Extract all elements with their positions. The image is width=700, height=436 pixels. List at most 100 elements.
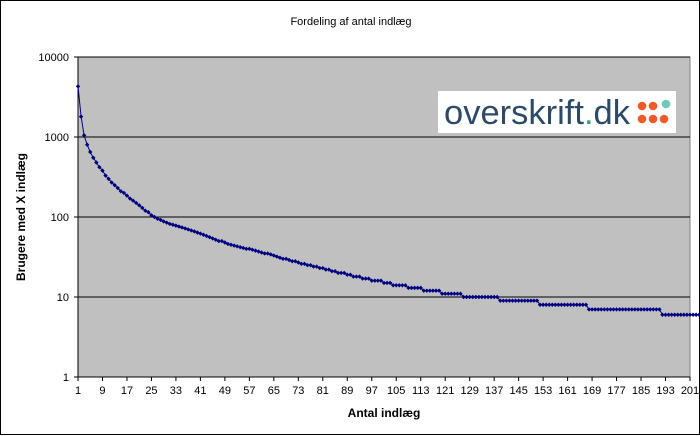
data-point	[192, 229, 197, 234]
data-point	[357, 274, 362, 279]
data-point	[519, 298, 524, 303]
data-point	[329, 269, 335, 274]
data-point	[342, 270, 347, 276]
data-point	[130, 198, 136, 203]
data-point	[537, 302, 543, 307]
data-point	[559, 302, 564, 307]
data-point	[103, 173, 108, 178]
y-tick-label: 1	[63, 372, 69, 384]
data-point	[467, 294, 472, 300]
data-point	[384, 280, 390, 286]
data-point	[351, 274, 356, 279]
x-tick-label: 41	[194, 385, 206, 397]
data-point	[268, 252, 273, 257]
data-point	[592, 307, 598, 312]
overskrift-logo: overskrift.dk	[438, 91, 676, 133]
data-point	[94, 160, 99, 165]
data-point	[228, 242, 234, 247]
data-point	[651, 307, 656, 312]
data-point	[479, 294, 485, 300]
logo-dot-mark	[637, 101, 647, 111]
logo-dot-mark	[659, 114, 669, 124]
x-tick-label: 113	[412, 385, 430, 397]
data-point	[547, 302, 552, 307]
data-point	[149, 213, 154, 218]
data-point	[146, 209, 151, 215]
data-point	[501, 298, 506, 303]
data-point	[406, 285, 411, 291]
data-point	[568, 302, 573, 307]
data-point	[436, 288, 442, 293]
data-point	[464, 294, 469, 300]
x-tick-label: 1	[75, 385, 81, 397]
x-tick-label: 129	[461, 385, 479, 397]
data-point	[335, 270, 341, 276]
data-point	[305, 262, 310, 268]
data-point	[127, 196, 133, 201]
data-point	[387, 280, 393, 286]
data-point	[657, 307, 662, 312]
data-point	[507, 298, 512, 303]
x-tick-label: 193	[656, 385, 674, 397]
data-point	[556, 302, 561, 307]
x-tick-label: 65	[268, 385, 280, 397]
data-point	[185, 227, 191, 232]
data-point	[629, 307, 635, 312]
data-point	[345, 272, 350, 277]
x-tick-label: 89	[341, 385, 353, 397]
data-point	[696, 312, 700, 317]
data-point	[693, 312, 699, 317]
y-tick-label: 1000	[45, 132, 69, 144]
data-point	[222, 240, 228, 245]
y-tick-label: 10	[57, 292, 69, 304]
data-point	[455, 291, 460, 296]
data-point	[596, 307, 601, 312]
data-point	[299, 261, 304, 267]
data-point	[332, 269, 338, 274]
data-point	[133, 200, 139, 206]
data-point	[562, 302, 567, 307]
data-point	[91, 155, 96, 160]
data-point	[323, 267, 329, 272]
logo-word: overskrift	[444, 94, 585, 132]
data-point	[672, 312, 677, 317]
series-points	[75, 84, 700, 317]
data-point	[424, 288, 430, 293]
data-point	[452, 291, 457, 296]
data-point	[363, 276, 368, 281]
x-tick-label: 49	[219, 385, 231, 397]
data-point	[513, 298, 518, 303]
logo-wordmark: overskrift.dk	[444, 94, 631, 132]
data-point	[225, 241, 231, 247]
data-point	[586, 307, 592, 312]
data-point	[522, 298, 527, 303]
x-axis-title: Antal indlæg	[348, 406, 421, 420]
data-point	[360, 276, 365, 281]
data-point	[213, 237, 218, 242]
logo-dot-mark	[637, 114, 647, 124]
data-point	[482, 294, 488, 300]
data-point	[97, 164, 102, 170]
x-tick-label: 25	[145, 385, 157, 397]
data-point	[623, 307, 628, 312]
data-point	[678, 312, 684, 317]
data-point	[687, 312, 693, 317]
x-tick-label: 185	[632, 385, 650, 397]
data-point	[458, 291, 463, 296]
data-point	[443, 291, 448, 296]
data-point	[158, 217, 163, 223]
x-tick-label: 161	[558, 385, 576, 397]
x-tick-label: 177	[607, 385, 625, 397]
data-point	[571, 302, 576, 307]
data-point	[219, 238, 225, 244]
data-point	[626, 307, 631, 312]
data-point	[648, 307, 653, 312]
data-point	[641, 307, 647, 312]
data-point	[244, 246, 249, 252]
data-point	[231, 243, 237, 248]
data-point	[534, 298, 540, 303]
chart-title: Fordeling af antal indlæg	[290, 16, 411, 28]
data-point	[577, 302, 583, 307]
data-point	[415, 285, 420, 291]
x-tick-label: 97	[366, 385, 378, 397]
